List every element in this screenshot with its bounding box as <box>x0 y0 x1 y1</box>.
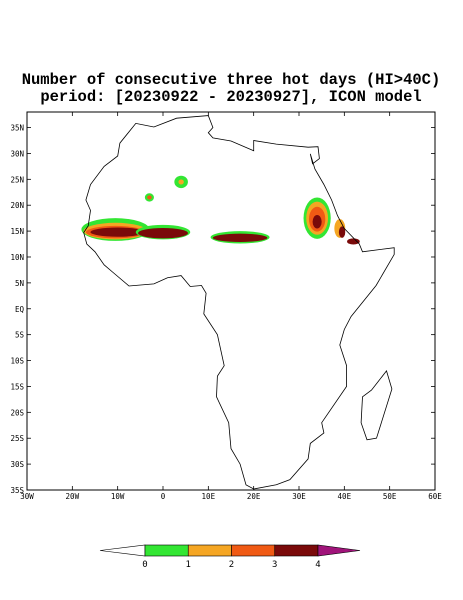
y-tick-label: 10N <box>10 253 24 262</box>
title-line: Number of consecutive three hot days (HI… <box>22 71 441 89</box>
x-tick-label: 10W <box>111 492 125 501</box>
colorbar-segment <box>231 544 276 557</box>
x-tick-label: 10E <box>202 492 216 501</box>
coastline <box>360 370 393 441</box>
map-frame <box>26 111 436 491</box>
y-tick-label: 15S <box>10 382 24 391</box>
y-tick-label: 30N <box>10 149 24 158</box>
hot-area <box>90 227 145 237</box>
x-tick-label: 30W <box>20 492 34 501</box>
y-tick-label: 35S <box>10 486 24 495</box>
map-area <box>81 115 395 490</box>
x-tick-label: 40E <box>338 492 352 501</box>
hot-area <box>338 226 346 238</box>
hot-area <box>212 233 268 242</box>
colorbar-label: 4 <box>315 560 320 570</box>
x-tick-label: 0 <box>161 492 166 501</box>
colorbar-under <box>99 544 146 557</box>
colorbar-label: 1 <box>186 560 191 570</box>
x-tick-label: 50E <box>383 492 397 501</box>
y-tick-label: 5N <box>15 279 24 288</box>
x-tick-label: 20W <box>66 492 80 501</box>
y-tick-label: 20N <box>10 201 24 210</box>
y-tick-label: EQ <box>15 305 25 314</box>
colorbar-segment <box>187 544 232 557</box>
y-tick-label: 35N <box>10 124 24 133</box>
title-line: period: [20230922 - 20230927], ICON mode… <box>40 88 421 106</box>
y-tick-label: 25N <box>10 175 24 184</box>
colorbar-label: 2 <box>229 560 234 570</box>
hot-area <box>312 215 322 229</box>
y-tick-label: 10S <box>10 357 24 366</box>
colorbar-segment <box>144 544 189 557</box>
colorbar-label: 0 <box>142 560 147 570</box>
y-tick-label: 15N <box>10 227 24 236</box>
y-tick-label: 5S <box>15 331 25 340</box>
hot-area <box>347 238 360 245</box>
x-tick-label: 60E <box>428 492 442 501</box>
y-tick-label: 20S <box>10 408 24 417</box>
colorbar-segment <box>274 544 319 557</box>
y-tick-label: 25S <box>10 434 24 443</box>
hot-area <box>147 195 152 200</box>
hot-area <box>138 227 188 239</box>
x-tick-label: 30E <box>292 492 306 501</box>
colorbar-over <box>317 544 361 557</box>
colorbar-label: 3 <box>272 560 277 570</box>
y-tick-label: 30S <box>10 460 24 469</box>
coastline <box>83 115 395 490</box>
hot-area <box>178 179 184 185</box>
x-tick-label: 20E <box>247 492 261 501</box>
colorbar: 0 1 2 3 4 <box>99 544 361 570</box>
